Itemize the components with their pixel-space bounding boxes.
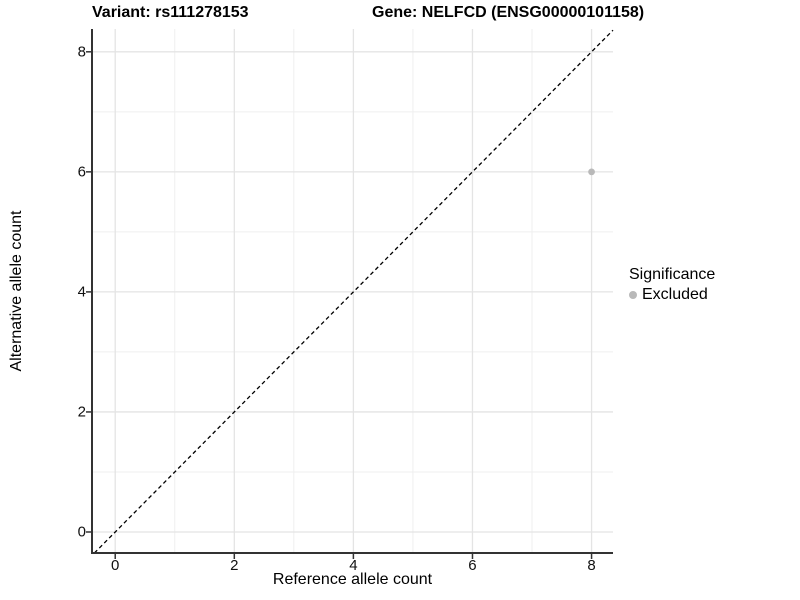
legend-item-excluded: Excluded <box>629 286 715 304</box>
x-tick-label: 0 <box>111 557 120 574</box>
x-tick-label: 6 <box>468 557 477 574</box>
data-point <box>588 168 595 176</box>
x-tick-label: 4 <box>349 557 358 574</box>
legend-title: Significance <box>629 266 716 283</box>
x-axis-title: Reference allele count <box>272 571 433 588</box>
y-tick-label: 4 <box>77 283 86 301</box>
y-tick-label: 8 <box>77 43 86 61</box>
excluded-point-swatch-icon <box>629 291 637 299</box>
legend-item-label: Excluded <box>642 286 708 303</box>
identity-dashed-line <box>93 29 614 554</box>
y-tick-label: 0 <box>77 523 86 541</box>
y-tick-label: 2 <box>77 403 86 421</box>
variant-title: Variant: rs111278153 <box>92 4 249 21</box>
y-tick-label: 6 <box>77 163 86 181</box>
x-tick-label: 2 <box>230 557 239 574</box>
x-tick-label: 8 <box>587 557 596 574</box>
gene-title: Gene: NELFCD (ENSG00000101158) <box>372 4 645 21</box>
y-axis-title: Alternative allele count <box>8 210 25 372</box>
legend: Significance Excluded <box>629 266 715 304</box>
